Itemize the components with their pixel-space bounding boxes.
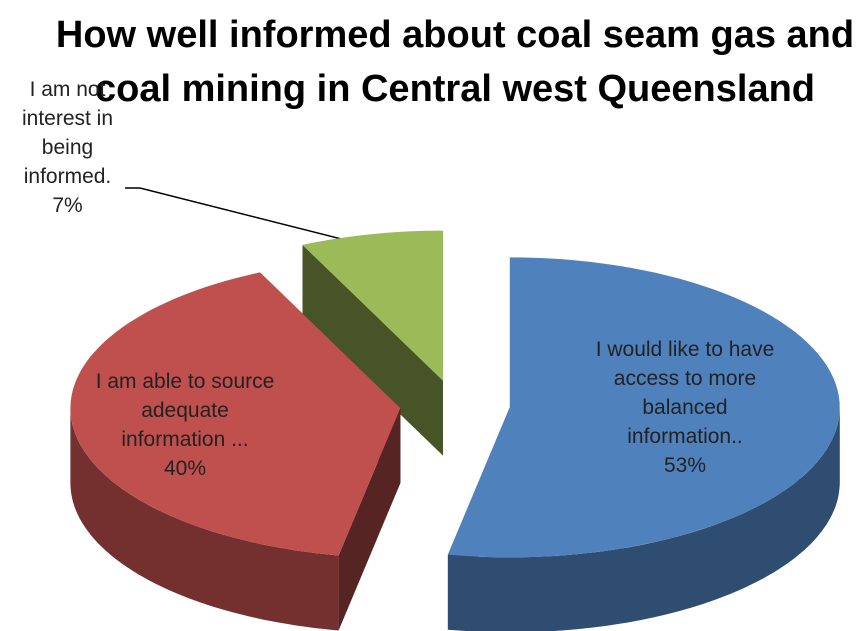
slice-wall xyxy=(447,407,840,631)
slice xyxy=(447,257,840,558)
category-name: I would like to have access to more bala… xyxy=(595,338,775,448)
chart-title: How well informed about coal seam gas an… xyxy=(55,14,855,110)
slice-label: I am not interest in being informed. 7% xyxy=(0,75,135,220)
value-label: 53% xyxy=(663,454,707,477)
category-name: I am able to source adequate information… xyxy=(95,370,275,451)
slice-side xyxy=(302,244,443,456)
slice xyxy=(70,272,401,556)
category-name: I am not interest in being informed. xyxy=(21,78,114,188)
slice-label: I am able to source adequate information… xyxy=(95,367,275,483)
slice xyxy=(302,230,443,381)
value-label: 40% xyxy=(163,457,207,480)
slice-wall xyxy=(70,408,339,631)
value-label: 7% xyxy=(52,194,83,217)
leader-line xyxy=(125,187,386,251)
slice-label: I would like to have access to more bala… xyxy=(590,335,780,480)
